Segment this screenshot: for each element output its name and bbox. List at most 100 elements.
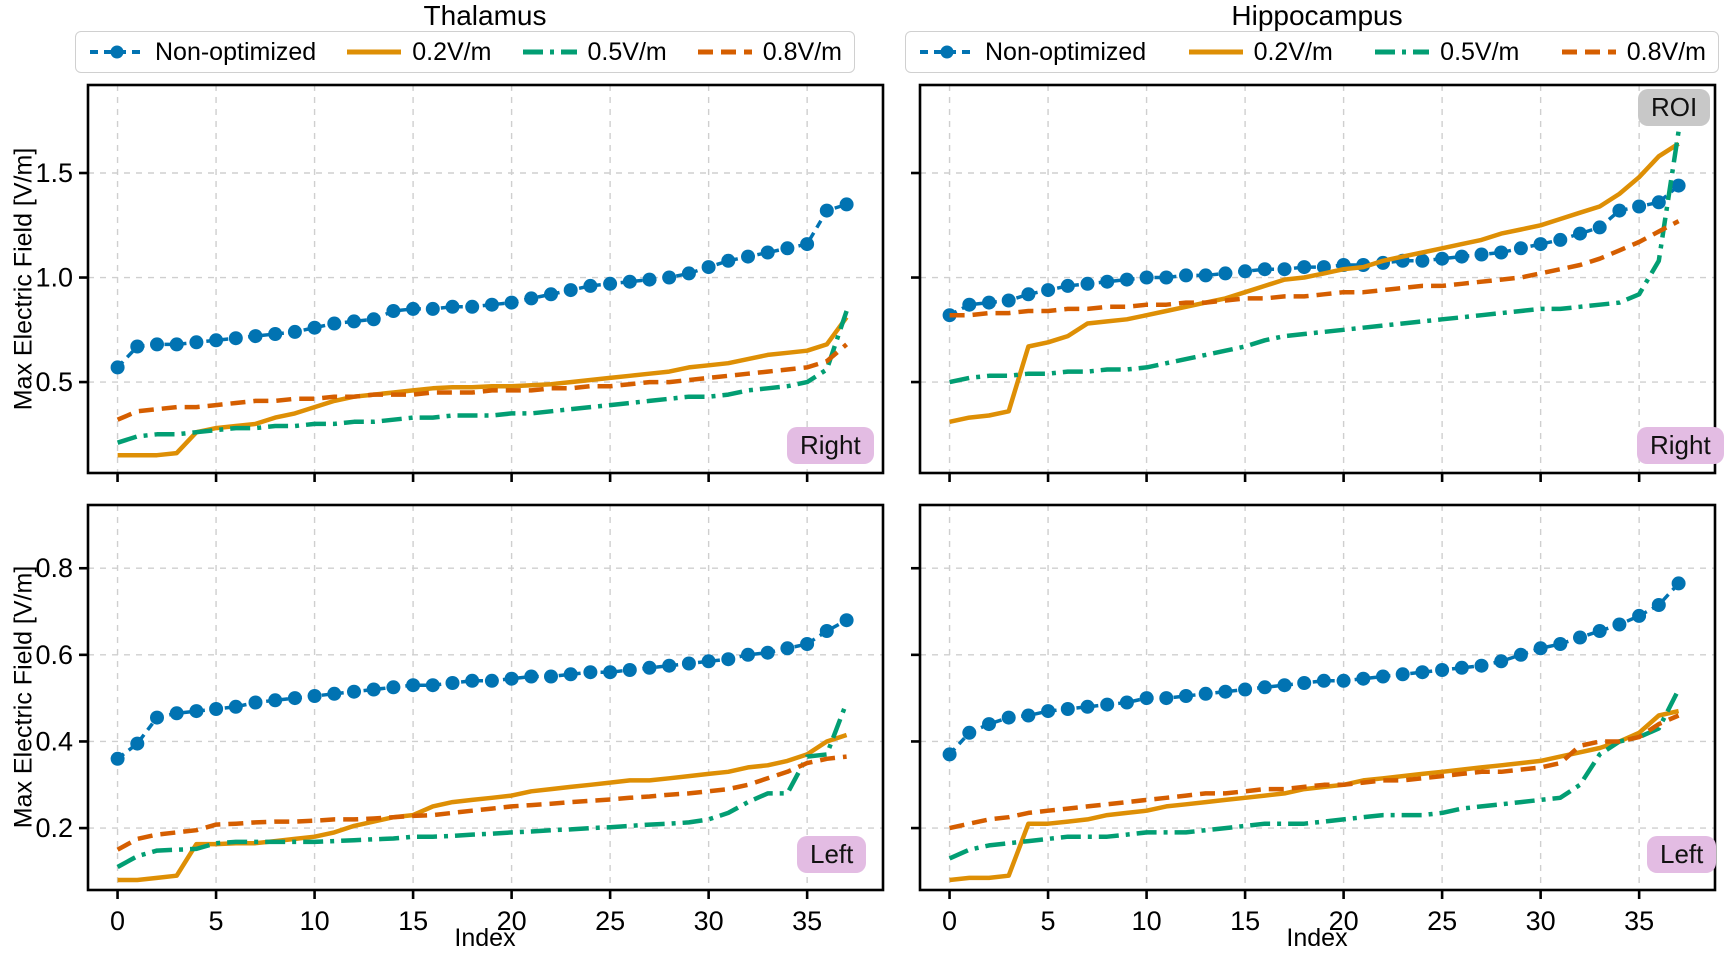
series-marker — [1415, 665, 1430, 680]
series-marker — [465, 673, 480, 688]
y-tick-label: 0.6 — [35, 640, 73, 670]
series-marker — [622, 274, 637, 289]
series-marker — [268, 327, 283, 341]
series-marker — [1454, 660, 1469, 675]
series-line-0.5V/m — [948, 688, 1681, 861]
series-marker — [1179, 268, 1193, 283]
series-marker — [760, 645, 775, 660]
series-marker — [642, 272, 657, 287]
series-line-0.8V/m — [949, 713, 1680, 831]
hemisphere-badge-hippocampus-left: Left — [1647, 836, 1717, 873]
series-marker — [1139, 691, 1154, 706]
legend-label: 0.5V/m — [587, 37, 667, 66]
series-marker — [228, 699, 243, 714]
series-marker — [524, 291, 539, 306]
series-marker — [110, 751, 125, 766]
x-tick-label: 0 — [942, 906, 957, 936]
legend-label: 0.8V/m — [762, 37, 842, 66]
x-tick-label: 35 — [792, 906, 822, 936]
series-marker — [1632, 608, 1647, 623]
subplot-hippocampus-left: 0 5 10 15 20 25 30 35 — [911, 503, 1717, 936]
series-marker — [1060, 702, 1075, 716]
y-tick-label: 1.0 — [35, 263, 73, 293]
series-marker — [721, 652, 736, 667]
series-marker — [760, 245, 775, 260]
series-marker — [1513, 647, 1528, 662]
legend-line-sample-icon — [347, 49, 402, 55]
series-marker — [347, 314, 361, 329]
x-tick-label: 20 — [497, 906, 527, 936]
series-marker — [1297, 676, 1312, 690]
series-marker — [701, 260, 716, 275]
series-marker — [268, 693, 283, 708]
series-marker — [1238, 264, 1253, 279]
y-tick-label: 0.4 — [35, 726, 73, 756]
series-marker — [603, 665, 618, 680]
series-marker — [1119, 272, 1134, 287]
series-marker — [819, 203, 834, 218]
x-axis-label-thalamus: Index — [454, 924, 516, 952]
x-tick-label: 30 — [694, 906, 724, 936]
series-marker — [1671, 576, 1686, 591]
series-marker — [1179, 689, 1193, 703]
series-marker — [1671, 178, 1686, 193]
x-tick-label: 20 — [1329, 906, 1359, 936]
series-marker — [1257, 262, 1272, 277]
hemisphere-badge-thalamus-left: Left — [797, 836, 867, 873]
legend-thalamus: Non-optimized 0.2V/m 0.5V/m 0.8V/m — [75, 31, 855, 73]
x-tick-label: 25 — [1427, 906, 1457, 936]
legend-item-0.8V/m: 0.8V/m — [1560, 38, 1706, 67]
series-marker — [1573, 226, 1587, 241]
legend-label: 0.8V/m — [1626, 37, 1706, 66]
legend-label: Non-optimized — [155, 37, 317, 66]
series-line-0.2V/m — [949, 141, 1680, 425]
series-marker — [1198, 686, 1213, 701]
series-marker — [406, 678, 421, 693]
legend-label: Non-optimized — [985, 37, 1147, 66]
x-tick-label: 0 — [110, 906, 125, 936]
y-axis-label-bottom-row: Max Electric Field [V/m] — [9, 565, 38, 829]
y-tick-label: 0.8 — [35, 553, 73, 583]
series-marker — [1376, 669, 1390, 684]
series-marker — [1592, 624, 1607, 638]
series-marker — [681, 266, 696, 281]
x-tick-label: 5 — [209, 906, 224, 936]
legend-label: 0.2V/m — [1253, 37, 1333, 66]
series-marker — [800, 237, 815, 252]
x-tick-label: 30 — [1526, 906, 1556, 936]
series-marker — [839, 613, 854, 628]
series-marker — [583, 665, 598, 680]
series-marker — [504, 295, 519, 310]
series-marker — [721, 253, 736, 268]
series-marker — [1001, 710, 1016, 725]
series-marker — [622, 663, 637, 677]
series-line-Non-optimized — [948, 184, 1680, 317]
series-marker — [209, 333, 224, 348]
series-marker — [1060, 278, 1075, 293]
series-marker — [1474, 247, 1489, 262]
series-marker — [1494, 245, 1509, 260]
series-marker — [563, 283, 578, 298]
series-marker — [1494, 654, 1509, 669]
series-marker — [839, 197, 854, 212]
series-marker — [1336, 673, 1351, 688]
series-marker — [406, 301, 421, 316]
series-line-Non-optimized — [948, 582, 1680, 756]
series-marker — [189, 704, 204, 719]
series-marker — [1021, 708, 1036, 723]
legend-line-sample-icon — [920, 45, 974, 59]
series-marker — [425, 678, 440, 693]
x-tick-label: 15 — [1230, 906, 1260, 936]
series-line-0.5V/m — [116, 701, 849, 869]
series-marker — [130, 339, 145, 354]
series-marker — [209, 702, 224, 716]
series-marker — [942, 747, 957, 762]
column-title-hippocampus: Hippocampus — [1231, 0, 1403, 31]
series-marker — [1651, 598, 1666, 612]
x-axis-label-hippocampus: Index — [1286, 924, 1348, 952]
series-marker — [1139, 270, 1154, 285]
series-marker — [741, 647, 755, 662]
x-tick-label: 15 — [398, 906, 428, 936]
series-marker — [1277, 678, 1292, 693]
